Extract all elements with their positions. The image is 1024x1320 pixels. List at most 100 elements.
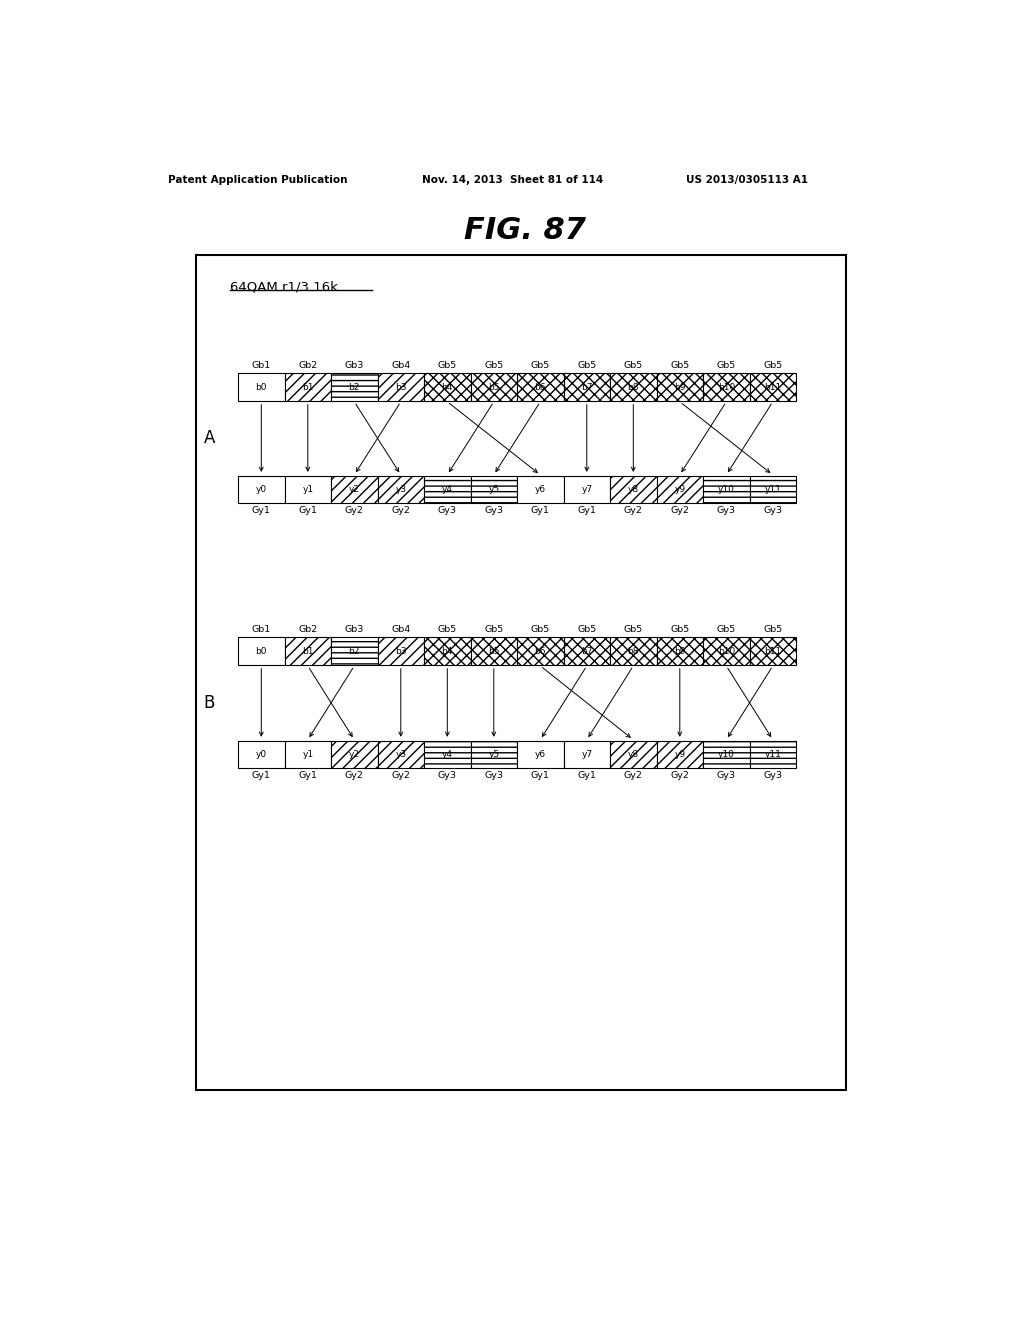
Bar [331,475,378,503]
Text: Gb5: Gb5 [717,626,736,635]
Text: b7: b7 [581,383,593,392]
Text: b5: b5 [488,647,500,656]
Bar [378,475,424,503]
Text: Gy3: Gy3 [717,507,736,515]
Bar [703,741,750,768]
Text: y3: y3 [395,484,407,494]
Bar [610,475,656,503]
Bar [750,374,796,401]
Bar [424,475,471,503]
Text: Gb4: Gb4 [391,362,411,370]
Text: Gb5: Gb5 [670,626,689,635]
Text: Gb4: Gb4 [391,626,411,635]
Text: y7: y7 [582,750,592,759]
Text: US 2013/0305113 A1: US 2013/0305113 A1 [686,176,808,185]
Text: FIG. 87: FIG. 87 [464,216,586,246]
Text: y0: y0 [256,484,267,494]
Bar [197,255,846,1090]
Bar [610,374,656,401]
Text: b2: b2 [348,383,360,392]
Text: Gy1: Gy1 [530,507,550,515]
Text: Gy2: Gy2 [391,507,411,515]
Text: A: A [204,429,215,447]
Text: y6: y6 [535,484,546,494]
Text: Gb5: Gb5 [530,626,550,635]
Bar [285,638,331,665]
Bar [656,475,703,503]
Bar [424,741,471,768]
Text: Gy2: Gy2 [391,771,411,780]
Bar [610,741,656,768]
Text: Gy3: Gy3 [717,771,736,780]
Bar [424,374,471,401]
Text: Gy3: Gy3 [438,507,457,515]
Text: b2: b2 [348,647,360,656]
Bar [656,374,703,401]
Text: Patent Application Publication: Patent Application Publication [168,176,348,185]
Bar [703,374,750,401]
Text: y11: y11 [764,750,781,759]
Text: Gb2: Gb2 [298,626,317,635]
Text: Gb3: Gb3 [345,626,364,635]
Text: y9: y9 [674,484,685,494]
Bar [378,475,424,503]
Bar [517,475,563,503]
Text: Gy2: Gy2 [671,507,689,515]
Text: Gy3: Gy3 [484,771,504,780]
Text: b3: b3 [395,383,407,392]
Text: y0: y0 [256,750,267,759]
Bar [285,638,331,665]
Bar [610,741,656,768]
Bar [424,741,471,768]
Text: b0: b0 [256,647,267,656]
Text: Gy1: Gy1 [252,507,270,515]
Bar [610,638,656,665]
Text: y10: y10 [718,750,735,759]
Bar [471,638,517,665]
Bar [703,638,750,665]
Bar [471,741,517,768]
Bar [424,638,471,665]
Text: b0: b0 [256,383,267,392]
Text: b8: b8 [628,383,639,392]
Bar [563,374,610,401]
Bar [656,374,703,401]
Text: Gy2: Gy2 [345,507,364,515]
Text: Gb5: Gb5 [624,626,643,635]
Bar [703,638,750,665]
Bar [656,638,703,665]
Bar [331,741,378,768]
Bar [331,638,378,665]
Text: Gy1: Gy1 [578,771,596,780]
Bar [656,638,703,665]
Bar [563,741,610,768]
Text: b7: b7 [581,647,593,656]
Text: Gy3: Gy3 [484,507,504,515]
Text: y4: y4 [441,750,453,759]
Bar [331,638,378,665]
Text: b5: b5 [488,383,500,392]
Bar [238,741,285,768]
Bar [517,741,563,768]
Bar [517,638,563,665]
Text: Gb5: Gb5 [717,362,736,370]
Text: b8: b8 [628,647,639,656]
Text: 64QAM r1/3 16k: 64QAM r1/3 16k [230,280,338,293]
Text: y5: y5 [488,484,500,494]
Text: b1: b1 [302,383,313,392]
Bar [563,638,610,665]
Text: Gy2: Gy2 [624,507,643,515]
Text: b11: b11 [764,383,781,392]
Bar [238,475,285,503]
Bar [656,741,703,768]
Text: Gb5: Gb5 [763,626,782,635]
Text: Gb5: Gb5 [578,362,596,370]
Text: Gb1: Gb1 [252,362,271,370]
Text: Gb1: Gb1 [252,626,271,635]
Text: Gy1: Gy1 [298,771,317,780]
Text: Gb5: Gb5 [578,626,596,635]
Text: y8: y8 [628,484,639,494]
Bar [750,475,796,503]
Text: y1: y1 [302,484,313,494]
Text: Gy2: Gy2 [345,771,364,780]
